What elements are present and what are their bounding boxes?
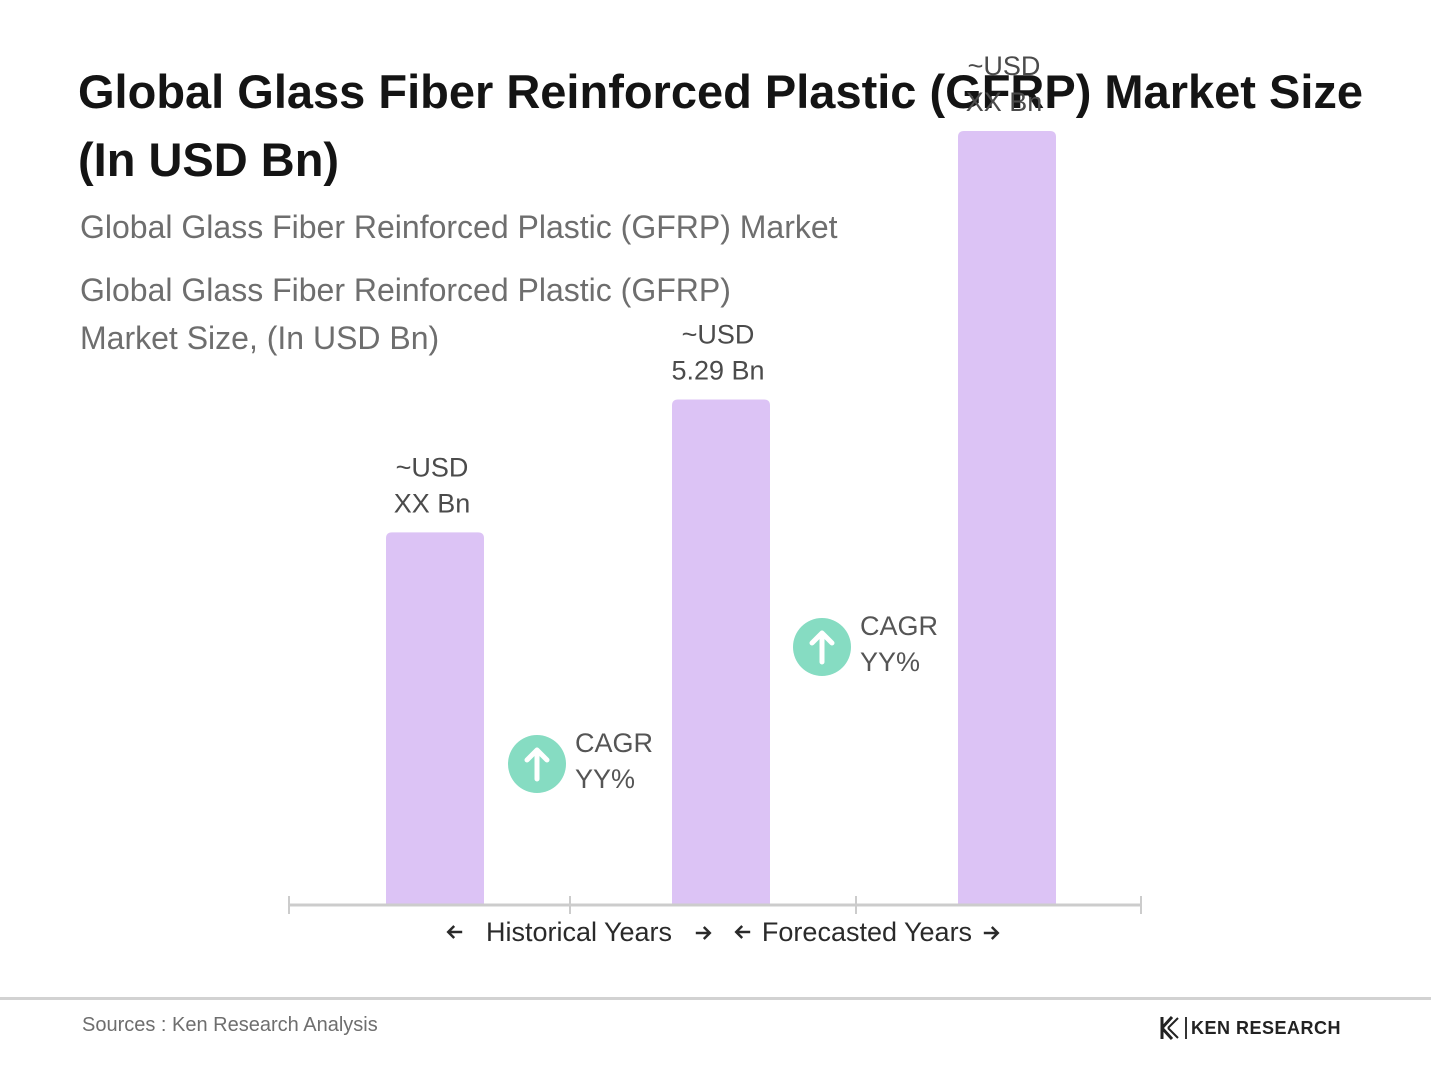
right-arrow-icon — [983, 926, 1000, 940]
data-label-3-line-2: XX Bn — [966, 87, 1043, 117]
data-label-2-line-2: 5.29 Bn — [671, 356, 764, 386]
footer-divider — [0, 997, 1431, 1000]
cagr-text-1-line-1: CAGR — [575, 728, 653, 758]
market-subtitle: Global Glass Fiber Reinforced Plastic (G… — [80, 209, 838, 245]
logo-text: KEN RESEARCH — [1191, 1017, 1342, 1038]
period-label-2: Forecasted Years — [762, 917, 972, 947]
cagr-text-2-line-2: YY% — [860, 647, 920, 677]
cagr-text-1-line-2: YY% — [575, 764, 635, 794]
page-title: Global Glass Fiber Reinforced Plastic (G… — [78, 65, 1364, 186]
bar-3 — [958, 131, 1056, 905]
ken-research-logo-mark-icon — [1160, 1015, 1179, 1041]
bar-1 — [386, 532, 484, 905]
logo-divider — [1185, 1017, 1187, 1039]
up-arrow-icon — [524, 747, 550, 782]
bar-2 — [672, 399, 770, 905]
left-arrow-icon — [446, 925, 463, 939]
ken-research-logo: KEN RESEARCH — [1160, 1015, 1341, 1041]
right-arrow-icon — [695, 926, 712, 940]
data-label-1-line-1: ~USD — [396, 452, 469, 482]
source-note: Sources : Ken Research Analysis — [82, 1014, 378, 1036]
data-label-1-line-2: XX Bn — [394, 488, 471, 518]
chart-subtitle: Global Glass Fiber Reinforced Plastic (G… — [80, 272, 731, 356]
bar-chart: ~USD XX Bn ~USD 5.29 Bn ~USD XX Bn CAGR YY% CAGR… — [288, 51, 1142, 947]
data-label-2-line-1: ~USD — [682, 320, 755, 350]
cagr-text-2-line-1: CAGR — [860, 611, 938, 641]
left-arrow-icon — [734, 925, 751, 939]
data-label-3-line-1: ~USD — [968, 51, 1041, 81]
period-label-1: Historical Years — [486, 917, 672, 947]
up-arrow-icon — [809, 630, 835, 665]
